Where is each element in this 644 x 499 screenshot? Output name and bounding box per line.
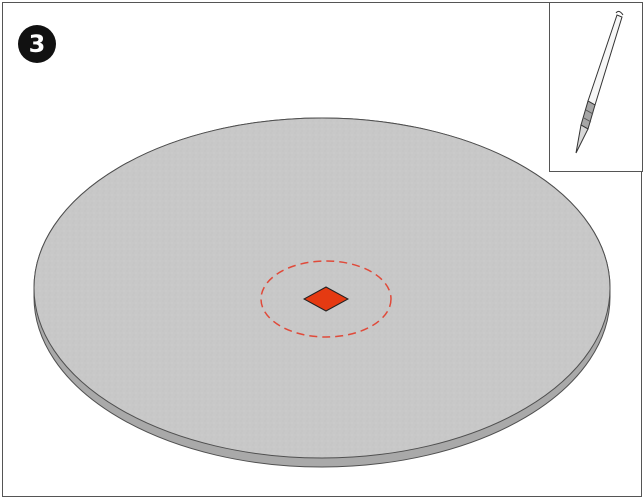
craft-knife-icon <box>575 10 624 154</box>
knife-collet-ridge <box>583 109 594 123</box>
knife-handle <box>587 14 623 106</box>
disc-group <box>33 117 611 468</box>
dashed-center-circle <box>260 260 392 338</box>
knife-blade <box>575 124 589 154</box>
center-square-mark <box>302 286 350 312</box>
knife-tip-cap <box>615 10 624 16</box>
disc-top-surface <box>33 117 611 459</box>
step-number-badge: 3 <box>18 25 56 63</box>
knife-collet <box>580 100 596 130</box>
tool-inset <box>549 2 643 172</box>
